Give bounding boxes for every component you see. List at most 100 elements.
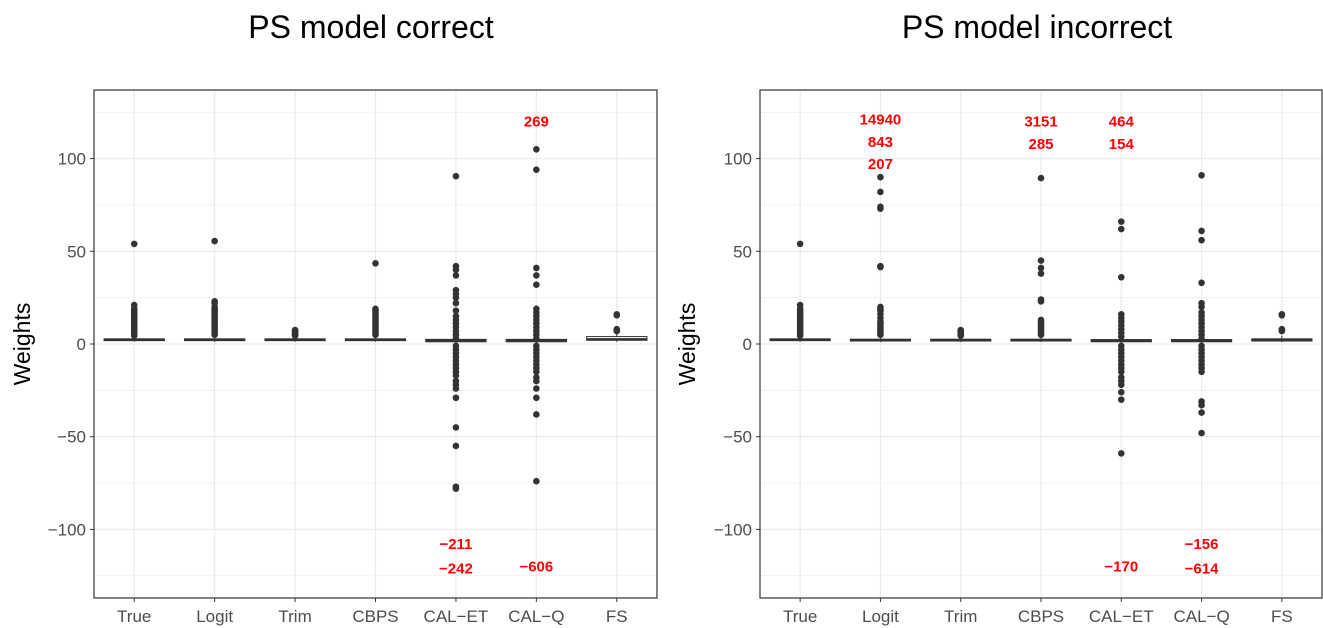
y-axis-label: Weights	[674, 303, 700, 386]
outlier-point	[1278, 311, 1286, 319]
outlier-point	[452, 394, 460, 402]
x-tick-label-cbps: CBPS	[352, 607, 398, 626]
x-tick-label-cal-et: CAL−ET	[424, 607, 489, 626]
x-tick-label-trim: Trim	[944, 607, 977, 626]
outlier-point	[1198, 368, 1205, 376]
outlier-point	[1117, 450, 1125, 457]
outlier-point	[452, 385, 460, 392]
y-tick-label: −50	[723, 428, 752, 447]
outlier-point	[130, 240, 138, 248]
outlier-point	[1037, 264, 1045, 272]
panel-border	[759, 89, 1323, 599]
outlier-point	[452, 266, 460, 274]
annotation-label: 464	[1109, 114, 1135, 131]
outlier-point	[372, 260, 379, 267]
outlier-point	[796, 332, 804, 339]
outlier-point	[533, 166, 540, 174]
outlier-point	[1198, 227, 1205, 235]
annotation-label: 14940	[860, 112, 902, 129]
x-tick-label-fs: FS	[1271, 607, 1293, 626]
outlier-point	[533, 335, 540, 342]
outlier-point	[1037, 174, 1045, 182]
outlier-point	[957, 332, 965, 339]
outlier-point	[1037, 257, 1045, 264]
outlier-point	[533, 411, 540, 418]
y-axis-label: Weights	[9, 303, 35, 386]
outlier-point	[452, 372, 460, 379]
outlier-point	[1117, 388, 1125, 396]
outlier-point	[1198, 279, 1205, 287]
x-tick-label-logit: Logit	[196, 607, 233, 626]
outlier-point	[452, 172, 460, 180]
outlier-point	[877, 188, 884, 196]
outlier-point	[1117, 381, 1125, 389]
y-tick-label: −100	[48, 520, 86, 539]
outlier-point	[613, 311, 621, 319]
y-tick-label: −50	[57, 428, 86, 447]
outlier-point	[877, 173, 884, 181]
outlier-point	[1198, 171, 1205, 179]
outlier-point	[1278, 327, 1286, 335]
outlier-point	[452, 294, 460, 301]
annotation-label: −242	[439, 560, 473, 577]
outlier-point	[211, 237, 218, 245]
annotation-label: 269	[524, 114, 549, 131]
outlier-point	[1117, 225, 1125, 233]
annotation-label: 154	[1109, 136, 1135, 153]
y-tick-label: 100	[724, 150, 752, 169]
x-tick-label-cbps: CBPS	[1018, 607, 1064, 626]
outlier-point	[452, 307, 460, 314]
outlier-point	[1037, 331, 1045, 339]
outlier-point	[1117, 333, 1125, 340]
y-tick-label: 0	[77, 335, 86, 354]
outlier-point	[877, 263, 884, 271]
y-tick-label: 50	[733, 242, 752, 261]
annotation-label: 843	[868, 134, 893, 151]
outlier-point	[1198, 303, 1205, 311]
annotation-label: −614	[1185, 560, 1219, 577]
outlier-point	[1198, 401, 1205, 409]
outlier-point	[1198, 236, 1205, 244]
outlier-point	[452, 485, 460, 492]
annotation-label: 285	[1028, 136, 1053, 153]
x-tick-label-fs: FS	[606, 607, 628, 626]
annotation-label: 207	[868, 156, 893, 173]
x-tick-label-cal-q: CAL−Q	[508, 607, 564, 626]
chart-title: PS model correct	[248, 9, 494, 45]
outlier-point	[533, 394, 540, 402]
outlier-point	[1117, 368, 1125, 376]
annotation-label: −606	[519, 558, 553, 575]
outlier-point	[533, 377, 540, 385]
y-tick-label: 0	[743, 335, 752, 354]
annotation-label: 3151	[1024, 114, 1057, 131]
y-tick-label: 100	[58, 150, 86, 169]
panel-ps-incorrect: PS model incorrect −100 −50 0 50 100 True Logit…	[674, 9, 1323, 626]
outlier-point	[1117, 218, 1125, 225]
outlier-point	[372, 331, 379, 339]
outlier-point	[452, 335, 460, 342]
outlier-point	[613, 327, 621, 335]
annotation-label: −170	[1104, 558, 1138, 575]
outlier-point	[1037, 270, 1045, 277]
outlier-point	[211, 331, 218, 339]
annotation-label: −156	[1185, 536, 1219, 553]
x-tick-label-trim: Trim	[278, 607, 311, 626]
outlier-point	[1117, 396, 1125, 403]
outlier-point	[533, 146, 540, 153]
x-tick-label-logit: Logit	[862, 607, 899, 626]
outlier-point	[452, 424, 460, 431]
y-tick-label: 50	[67, 242, 86, 261]
outlier-point	[533, 368, 540, 376]
outlier-point	[291, 332, 299, 339]
outlier-point	[533, 477, 540, 485]
x-tick-label-true: True	[783, 607, 817, 626]
outlier-point	[1117, 273, 1125, 281]
x-tick-label-cal-et: CAL−ET	[1089, 607, 1154, 626]
x-tick-label-cal-q: CAL−Q	[1173, 607, 1229, 626]
panel-border	[93, 89, 658, 599]
outlier-point	[452, 299, 460, 307]
outlier-point	[452, 272, 460, 279]
outlier-point	[877, 205, 884, 212]
annotation-label: −211	[439, 536, 472, 553]
